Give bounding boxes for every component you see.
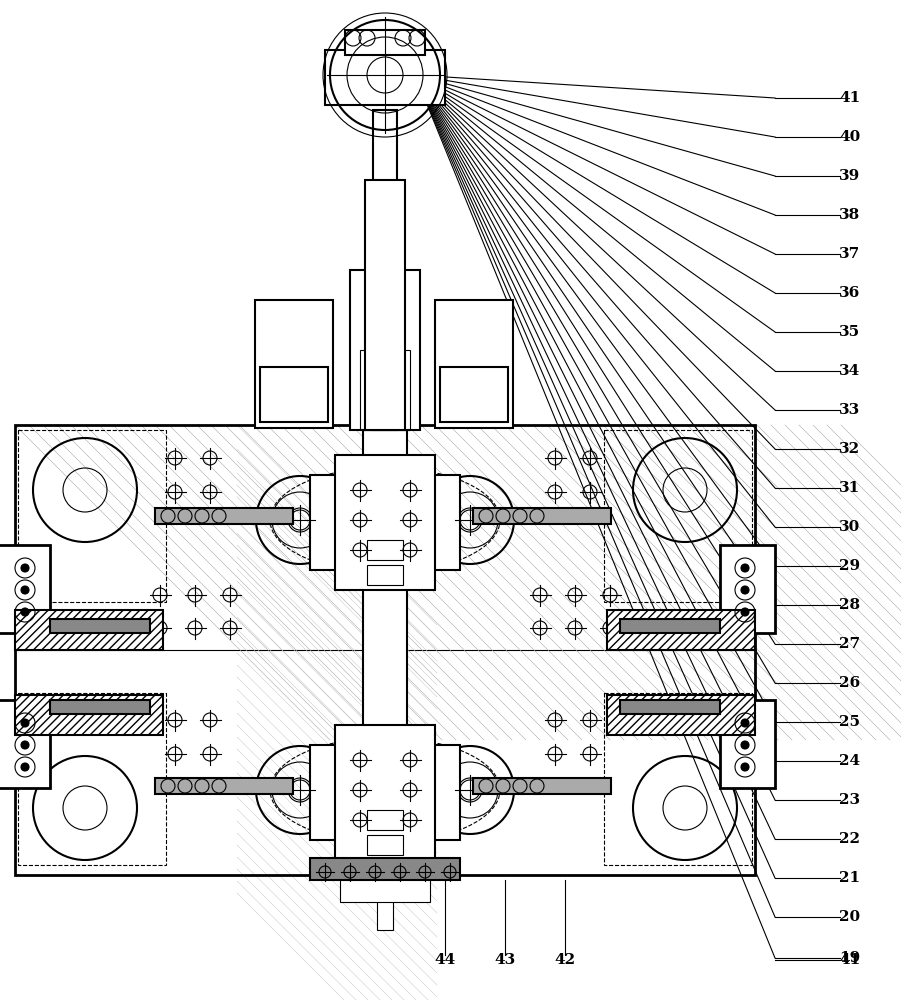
Bar (435, 300, 513, 428)
Text: 27: 27 (840, 637, 860, 651)
Bar (720, 545, 775, 633)
Bar (350, 270, 420, 430)
Text: 22: 22 (840, 832, 860, 846)
Bar (0, 705, 44, 783)
Text: 38: 38 (840, 208, 860, 222)
Bar (0, 700, 50, 788)
Bar (15, 695, 163, 735)
Text: 19: 19 (840, 951, 860, 965)
Circle shape (741, 741, 749, 749)
Text: 41: 41 (840, 91, 860, 105)
Circle shape (21, 564, 29, 572)
Bar (377, 860, 393, 930)
Circle shape (21, 763, 29, 771)
Circle shape (741, 763, 749, 771)
Bar (310, 858, 460, 880)
Text: 29: 29 (840, 559, 860, 573)
Bar (310, 475, 460, 570)
Bar (255, 300, 333, 428)
Bar (620, 619, 720, 633)
Bar (155, 508, 293, 524)
Text: 25: 25 (840, 715, 860, 729)
Bar (50, 619, 150, 633)
Bar (365, 180, 405, 430)
Bar (367, 565, 403, 585)
Circle shape (741, 586, 749, 594)
Text: 42: 42 (554, 953, 576, 967)
Text: 35: 35 (840, 325, 860, 339)
Text: 43: 43 (495, 953, 515, 967)
Circle shape (741, 564, 749, 572)
Bar (325, 50, 445, 105)
Text: 26: 26 (840, 676, 860, 690)
Bar (620, 700, 720, 714)
Circle shape (741, 719, 749, 727)
Bar (50, 700, 150, 714)
Bar (345, 30, 425, 55)
Text: 21: 21 (840, 871, 860, 885)
Bar (360, 350, 410, 430)
Bar (373, 110, 397, 430)
Text: 41: 41 (840, 953, 860, 967)
Bar (604, 693, 752, 865)
Bar (363, 425, 407, 875)
Text: 32: 32 (840, 442, 860, 456)
Text: 40: 40 (840, 130, 860, 144)
Circle shape (741, 608, 749, 616)
Bar (0, 550, 44, 628)
Bar (725, 705, 769, 783)
Bar (18, 693, 166, 865)
Bar (440, 305, 508, 365)
Bar (367, 540, 403, 560)
Bar (473, 778, 611, 794)
Bar (340, 880, 430, 902)
Text: 34: 34 (840, 364, 860, 378)
Text: 37: 37 (840, 247, 860, 261)
Bar (335, 455, 435, 590)
Bar (260, 305, 328, 365)
Bar (0, 545, 50, 633)
Text: 24: 24 (840, 754, 860, 768)
Bar (367, 810, 403, 830)
Bar (720, 700, 775, 788)
Bar (335, 725, 435, 860)
Bar (607, 610, 755, 650)
Bar (473, 508, 611, 524)
Bar (310, 745, 460, 840)
Bar (367, 835, 403, 855)
Bar (604, 430, 752, 602)
Bar (260, 367, 328, 422)
Bar (15, 610, 163, 650)
Text: 33: 33 (840, 403, 860, 417)
Bar (440, 367, 508, 422)
Bar (18, 430, 166, 602)
Circle shape (21, 741, 29, 749)
Circle shape (21, 719, 29, 727)
Bar (607, 695, 755, 735)
Circle shape (21, 586, 29, 594)
Text: 30: 30 (840, 520, 860, 534)
Text: 28: 28 (840, 598, 860, 612)
Bar (155, 778, 293, 794)
Text: 44: 44 (434, 953, 456, 967)
Bar (725, 550, 769, 628)
Text: 31: 31 (840, 481, 860, 495)
Bar (15, 425, 755, 875)
Text: 39: 39 (840, 169, 860, 183)
Text: 36: 36 (840, 286, 860, 300)
Text: 23: 23 (840, 793, 860, 807)
Circle shape (21, 608, 29, 616)
Text: 20: 20 (840, 910, 860, 924)
